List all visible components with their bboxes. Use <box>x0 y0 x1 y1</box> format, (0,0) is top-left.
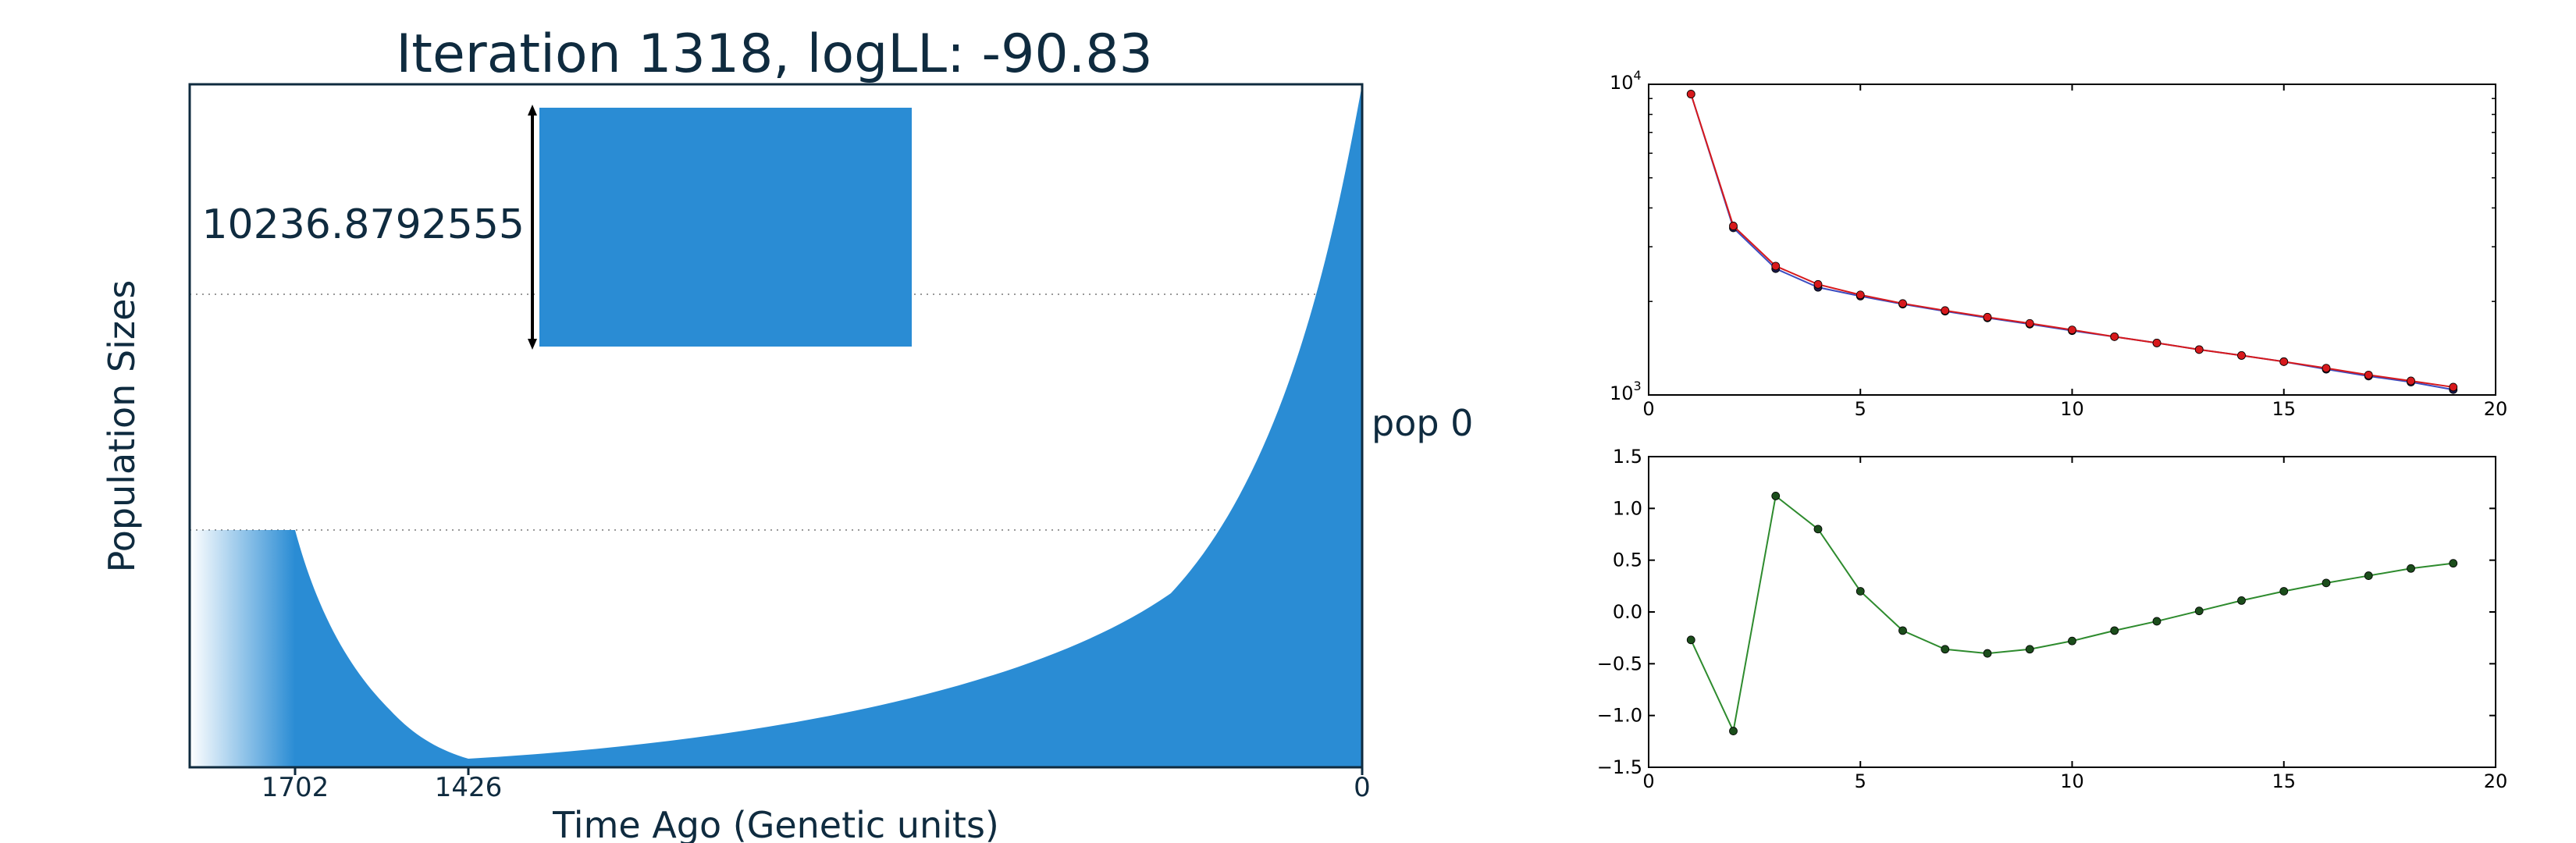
data-point-red <box>1729 222 1738 230</box>
x-axis-label: Time Ago (Genetic units) <box>552 804 999 843</box>
data-point-red <box>2194 345 2204 354</box>
series-line-green <box>1690 494 2453 734</box>
data-point-green <box>2152 617 2161 626</box>
data-point-red <box>1686 90 1695 98</box>
data-point-green <box>2110 626 2119 635</box>
xtick-label: 20 <box>2484 398 2508 420</box>
ytick-label: −1.0 <box>1597 705 1642 727</box>
xtick-label: 20 <box>2484 770 2508 792</box>
data-point-red <box>2025 318 2034 328</box>
data-point-green <box>2364 571 2373 580</box>
data-point-red <box>2322 364 2331 373</box>
data-point-red <box>1941 306 1950 315</box>
population-area <box>295 84 1362 767</box>
ytick-label: 0.5 <box>1613 550 1642 571</box>
data-point-green <box>2449 559 2458 568</box>
main-axes-frame <box>188 83 1364 769</box>
xtick-label: 10 <box>2060 770 2084 792</box>
xtick-label: 0 <box>1642 398 1654 420</box>
scale-arrow-up-icon <box>528 105 537 116</box>
bottom-right-plot: 0 5 10 15 20 1.5 1.0 0.5 0.0 −0.5 −1.0 −1.5 <box>1597 446 2508 792</box>
data-point-red <box>2407 376 2415 386</box>
ytick-label: 1.0 <box>1613 497 1642 519</box>
data-point-green <box>1729 727 1738 735</box>
data-point-green <box>2407 564 2415 573</box>
top-axes-frame <box>1648 84 2496 396</box>
data-point-red <box>1856 290 1865 300</box>
data-point-green <box>1856 587 1865 596</box>
ytick-label: 0.0 <box>1613 601 1642 623</box>
series-line-red <box>1690 94 2453 388</box>
xtick-label: 15 <box>2272 398 2296 420</box>
data-point-green <box>1771 492 1781 500</box>
y-axis-label: Population Sizes <box>101 280 143 573</box>
data-point-green <box>1898 626 1907 635</box>
data-point-green <box>1941 645 1950 654</box>
xtick-label: 1702 <box>262 772 329 803</box>
xtick-label: 10 <box>2060 398 2084 420</box>
population-label: pop 0 <box>1372 402 1473 444</box>
data-point-red <box>2152 339 2161 347</box>
scale-value-label: 10236.8792555 <box>201 201 525 248</box>
data-point-green <box>2322 578 2331 588</box>
data-point-green <box>1686 635 1695 645</box>
data-point-red <box>2449 382 2458 392</box>
data-point-red <box>2279 357 2289 366</box>
ytick-label: −0.5 <box>1597 653 1642 674</box>
series-line-blue <box>1690 94 2453 391</box>
bottom-axes-frame <box>1648 456 2496 768</box>
xtick-label: 15 <box>2272 770 2296 792</box>
ytick-label: 1.5 <box>1613 446 1642 468</box>
xtick-label: 5 <box>1855 398 1866 420</box>
data-point-red <box>1898 299 1907 308</box>
scale-rectangle <box>539 108 912 347</box>
xtick-label: 0 <box>1642 770 1654 792</box>
ytick-label: −1.5 <box>1597 756 1642 778</box>
data-point-red <box>1983 312 1992 322</box>
main-plot: 10236.8792555 1702 1426 0 Time Ago (Gene… <box>101 83 1473 843</box>
data-point-red <box>2110 332 2119 341</box>
data-point-red <box>2237 351 2246 360</box>
data-point-green <box>2279 587 2289 596</box>
data-point-green <box>2068 636 2076 646</box>
xtick-label: 5 <box>1855 770 1866 792</box>
chart-title: Iteration 1318, logLL: -90.83 <box>396 23 1153 85</box>
ancestral-fade <box>190 530 295 767</box>
data-point-green <box>1983 649 1992 658</box>
top-right-plot: 104 103 0 5 10 15 20 <box>1610 68 2507 420</box>
data-point-green <box>2025 645 2034 654</box>
ytick-label: 104 <box>1610 68 1642 94</box>
data-point-green <box>2237 596 2246 605</box>
data-point-red <box>1813 279 1823 289</box>
ytick-label: 103 <box>1610 379 1642 404</box>
data-point-red <box>1771 261 1781 271</box>
xtick-label: 1426 <box>435 772 503 803</box>
xtick-label: 0 <box>1354 772 1371 803</box>
data-point-red <box>2364 370 2373 379</box>
scale-arrow-down-icon <box>528 339 537 350</box>
data-point-green <box>2194 606 2204 616</box>
data-point-red <box>2068 325 2076 335</box>
data-point-green <box>1813 525 1823 534</box>
